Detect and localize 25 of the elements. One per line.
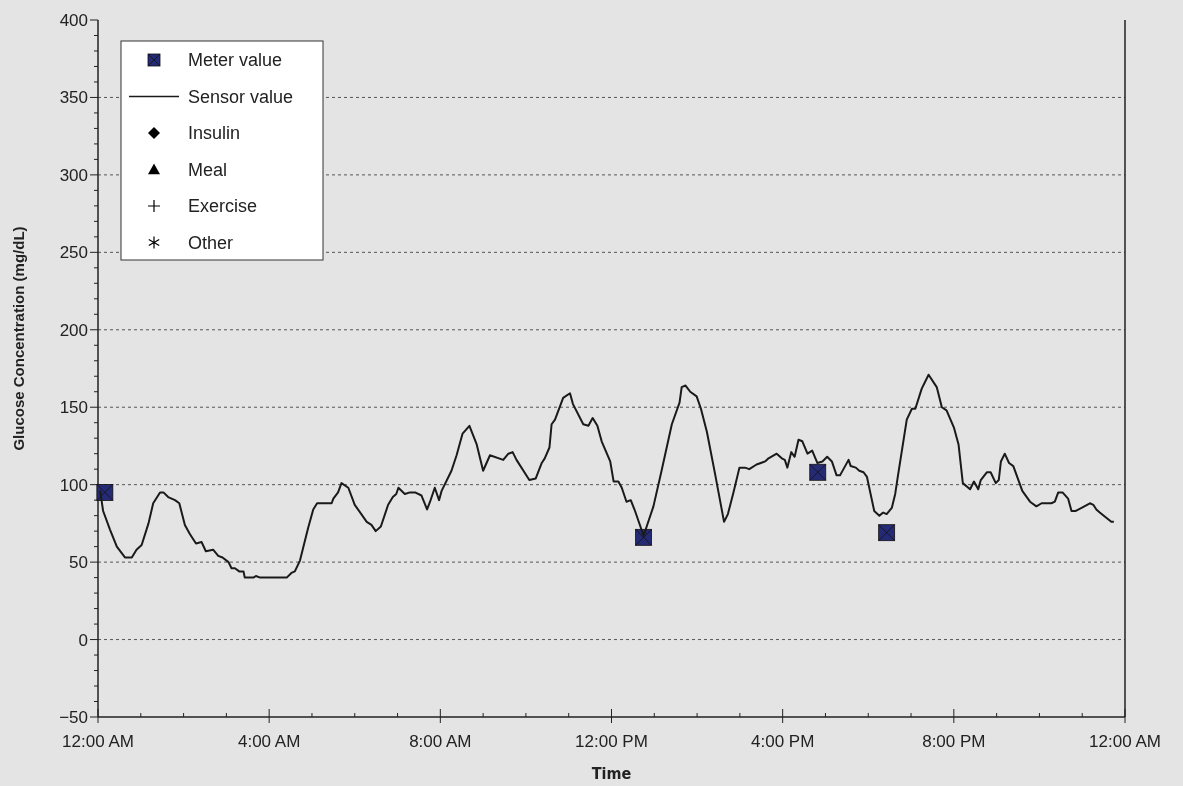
legend-label: Meal: [188, 159, 228, 180]
y-tick-label: 50: [69, 553, 88, 573]
y-tick-label: −50: [59, 707, 88, 727]
y-tick-label: 200: [59, 320, 88, 340]
legend-label: Exercise: [188, 196, 258, 217]
legend-label: Insulin: [188, 123, 241, 144]
x-axis-title: Time: [591, 764, 632, 783]
legend-label: Other: [188, 232, 234, 253]
legend-label: Meter value: [188, 50, 283, 71]
y-tick-label: 150: [59, 398, 88, 418]
y-axis-title: Glucose Concentration (mg/dL): [10, 226, 27, 451]
x-tick-label: 12:00 AM: [62, 732, 134, 751]
x-tick-label: 8:00 PM: [922, 732, 986, 751]
x-tick-label: 4:00 AM: [237, 732, 301, 751]
x-tick-label: 12:00 PM: [575, 732, 648, 751]
y-tick-label: 0: [78, 630, 88, 650]
y-tick-label: 400: [59, 10, 88, 30]
x-tick-label: 8:00 AM: [409, 732, 472, 751]
y-tick-label: 300: [59, 165, 88, 185]
x-tick-label: 12:00 AM: [1089, 732, 1161, 751]
x-tick-label: 4:00 PM: [751, 732, 815, 751]
legend-label: Sensor value: [188, 86, 294, 107]
y-tick-label: 100: [59, 475, 88, 495]
y-tick-label: 350: [59, 88, 88, 108]
y-tick-label: 250: [59, 243, 88, 263]
